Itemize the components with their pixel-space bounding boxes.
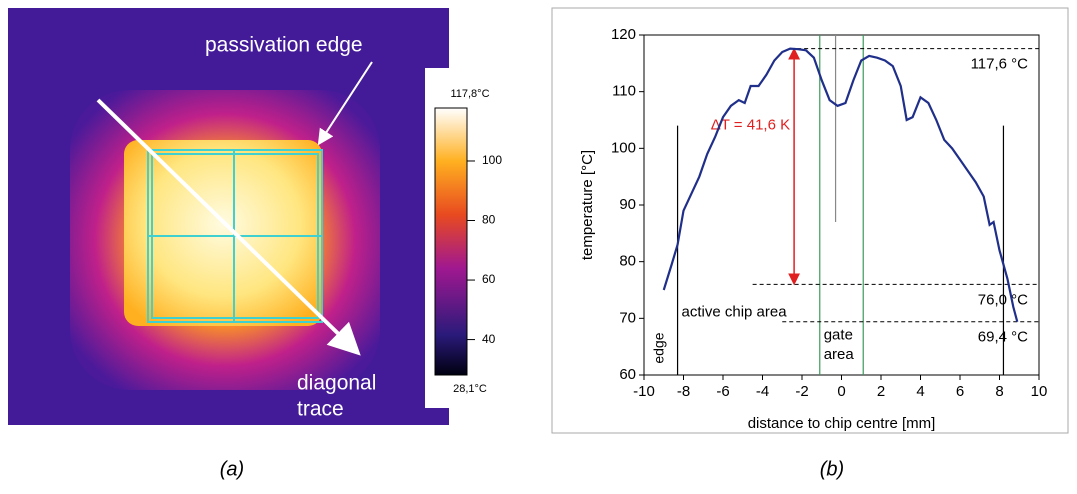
- label: trace: [297, 398, 344, 421]
- y-tick-label: 60: [619, 366, 636, 383]
- pointer-arrow: [317, 61, 373, 146]
- colorbar: [434, 107, 468, 376]
- y-tick-label: 80: [619, 253, 636, 270]
- reference-label: 117,6 °C: [971, 56, 1029, 73]
- colorbar-label: 100: [482, 153, 502, 167]
- y-tick-label: 70: [619, 309, 636, 326]
- chart-frame: [551, 7, 1069, 434]
- x-tick-label: -6: [716, 383, 729, 400]
- colorbar-label: 80: [482, 213, 496, 227]
- x-tick-label: 6: [956, 383, 964, 400]
- chip-hotspot: [124, 140, 322, 326]
- colorbar-label: 40: [482, 332, 496, 346]
- x-tick-label: -10: [633, 383, 655, 400]
- y-tick-label: 110: [612, 83, 636, 100]
- x-tick-label: 2: [877, 383, 885, 400]
- x-tick-label: -4: [756, 383, 769, 400]
- y-tick-label: 120: [611, 26, 636, 43]
- data-line: [662, 47, 1019, 323]
- x-tick-label: -8: [677, 383, 690, 400]
- x-axis-label: distance to chip centre [mm]: [748, 415, 936, 432]
- colorbar-label: 60: [482, 272, 496, 286]
- y-tick-label: 90: [619, 196, 636, 213]
- region-label: area: [824, 346, 855, 363]
- y-axis-label: temperature [°C]: [579, 150, 596, 260]
- diagonal-arrow: [96, 98, 361, 356]
- x-tick-label: 10: [1031, 383, 1048, 400]
- colorbar-label: 117,8°C: [450, 88, 489, 100]
- reference-label: 69,4 °C: [978, 329, 1028, 346]
- region-label: edge: [651, 332, 667, 363]
- region-label: gate: [824, 326, 853, 343]
- y-tick-label: 100: [611, 139, 636, 156]
- x-tick-label: 0: [837, 383, 845, 400]
- reference-label: 76,0 °C: [978, 291, 1028, 308]
- delta-label: ΔT = 41,6 K: [711, 117, 790, 134]
- label: passivation edge: [205, 34, 363, 57]
- x-tick-label: -2: [795, 383, 808, 400]
- thermal-image: passivation edge diagonal trace: [8, 8, 517, 425]
- caption: (b): [820, 458, 844, 480]
- x-tick-label: 8: [995, 383, 1003, 400]
- plot-area: [643, 34, 1040, 376]
- caption: (a): [220, 458, 244, 480]
- label: diagonal: [297, 372, 376, 395]
- region-label: active chip area: [682, 304, 788, 321]
- x-tick-label: 4: [916, 383, 924, 400]
- colorbar-label: 28,1°C: [453, 383, 487, 395]
